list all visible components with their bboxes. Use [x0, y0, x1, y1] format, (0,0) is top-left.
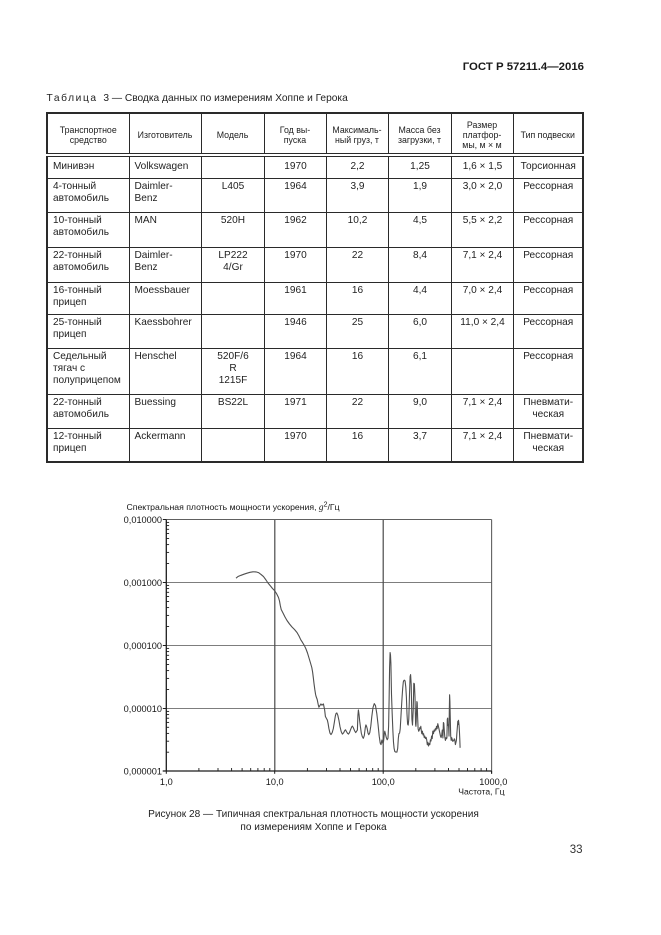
svg-text:0,000100: 0,000100: [124, 641, 162, 651]
svg-text:0,000001: 0,000001: [124, 766, 162, 776]
svg-text:Частота, Гц: Частота, Гц: [458, 787, 504, 797]
svg-text:1,0: 1,0: [160, 777, 173, 787]
svg-text:0,001000: 0,001000: [124, 578, 162, 588]
svg-text:Спектральная плотность мощност: Спектральная плотность мощности ускорени…: [127, 502, 340, 513]
svg-text:0,000010: 0,000010: [124, 704, 162, 714]
svg-text:10,0: 10,0: [266, 777, 284, 787]
svg-text:100,0: 100,0: [372, 777, 395, 787]
svg-text:1000,0: 1000,0: [479, 777, 507, 787]
svg-text:0,010000: 0,010000: [124, 515, 162, 525]
